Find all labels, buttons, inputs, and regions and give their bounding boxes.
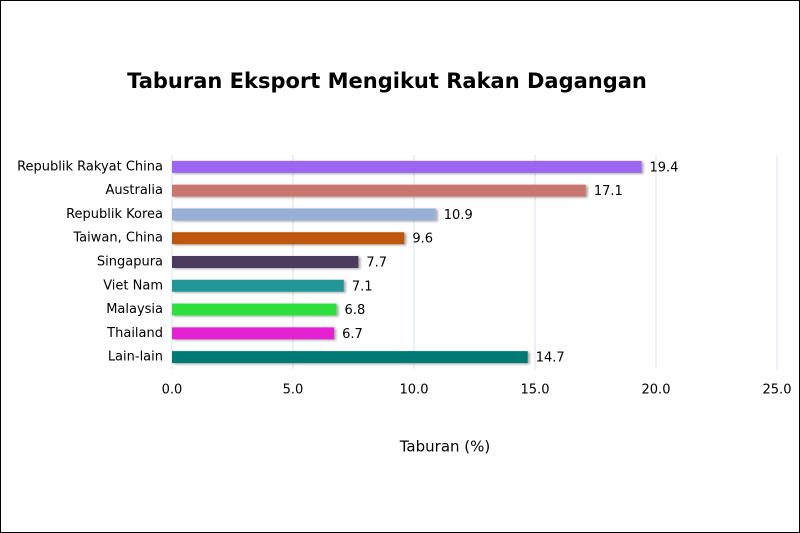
bar [172,303,337,316]
bar [172,232,405,245]
y-tick-label: Taiwan, China [72,231,163,246]
y-tick-label: Lain-lain [108,350,163,365]
y-tick-label: Singapura [97,255,163,270]
value-label: 7.7 [366,256,387,271]
y-tick-label: Republik Rakyat China [17,159,163,174]
value-label: 7.1 [352,279,373,294]
value-label: 6.7 [342,327,363,342]
chart-title: Taburan Eksport Mengikut Rakan Dagangan [127,69,647,93]
value-label: 17.1 [594,184,623,199]
y-tick-label: Thailand [106,326,163,341]
bar [172,208,436,221]
bar [172,327,335,340]
y-tick-label: Malaysia [106,302,163,317]
bar [172,279,344,292]
x-axis-title: Taburan (%) [399,438,491,456]
x-tick-label: 0.0 [162,383,183,398]
x-tick-label: 25.0 [763,383,792,398]
value-label: 14.7 [536,351,565,366]
bar [172,184,586,197]
y-tick-label: Australia [105,183,163,198]
y-tick-label: Republik Korea [66,207,163,222]
bar [172,256,359,268]
bar [172,351,528,364]
value-label: 9.6 [412,232,433,247]
y-tick-label: Viet Nam [103,278,163,293]
bar [172,160,642,173]
value-label: 6.8 [345,303,366,318]
x-tick-label: 20.0 [642,383,671,398]
x-tick-label: 5.0 [283,383,304,398]
x-tick-label: 15.0 [521,383,550,398]
x-tick-label: 10.0 [400,383,429,398]
value-label: 10.9 [444,208,473,223]
value-label: 19.4 [649,160,678,175]
